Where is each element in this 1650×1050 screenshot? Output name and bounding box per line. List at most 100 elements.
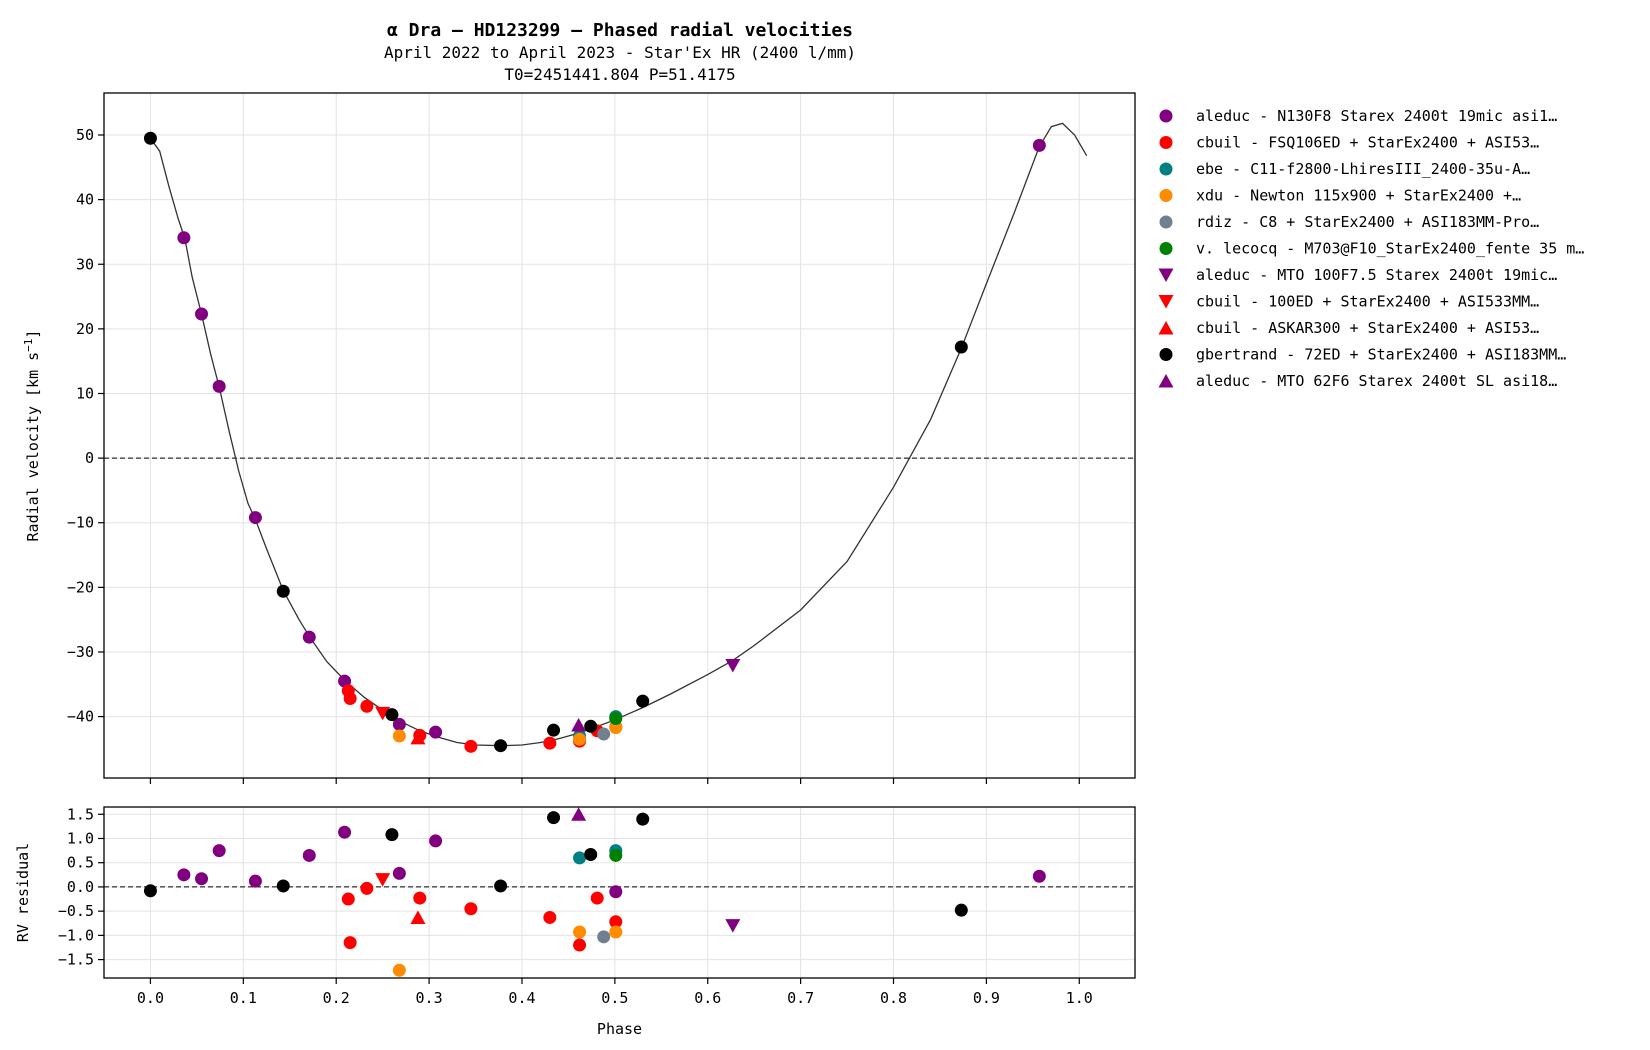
res-xtick-label: 1.0 xyxy=(1066,989,1093,1007)
res-ytick-label: −1.5 xyxy=(58,951,94,969)
res-xtick-label: 0.3 xyxy=(416,989,443,1007)
legend-entry: aleduc - MTO 62F6 Starex 2400t SL asi18… xyxy=(1158,372,1557,390)
main-data-point xyxy=(636,694,650,708)
residual-axes-frame xyxy=(103,806,1136,979)
legend-label: rdiz - C8 + StarEx2400 + ASI183MM-Pro… xyxy=(1196,213,1539,231)
res-data-point xyxy=(338,825,352,839)
residual-panel: −1.5 −1.0 −0.5 0.0 0.5 1.0 1.5 0.0 0.1 0.2 0.3 0.4… xyxy=(14,805,1136,1038)
res-data-point xyxy=(341,892,355,906)
res-series-5 xyxy=(609,848,623,862)
legend-label: aleduc - N130F8 Starex 2400t 19mic asi1… xyxy=(1196,107,1557,125)
main-ytick-label: −30 xyxy=(67,643,94,661)
res-series-3 xyxy=(392,925,623,977)
res-xtick-label: 0.7 xyxy=(787,989,814,1007)
legend-marker xyxy=(1159,348,1173,361)
res-data-point xyxy=(571,807,587,821)
legend-label: v. lecocq - M703@F10_StarEx2400_fente 35… xyxy=(1196,240,1584,258)
res-data-point xyxy=(276,879,290,893)
res-data-point xyxy=(597,930,611,944)
main-series-7 xyxy=(375,706,391,721)
res-data-point xyxy=(343,936,357,950)
res-xtick-label: 0.4 xyxy=(508,989,535,1007)
main-data-point xyxy=(385,708,399,722)
residual-y-ticks: −1.5 −1.0 −0.5 0.0 0.5 1.0 1.5 xyxy=(58,805,104,969)
res-data-point xyxy=(360,881,374,895)
x-axis-label: Phase xyxy=(597,1020,642,1038)
legend-marker xyxy=(1158,321,1174,335)
res-ytick-label: −0.5 xyxy=(58,902,94,920)
rv-grid xyxy=(104,93,1135,778)
legend-marker xyxy=(1159,109,1173,123)
main-series-4 xyxy=(597,727,611,741)
res-data-point xyxy=(573,925,587,939)
res-xtick-label: 0.1 xyxy=(230,989,257,1007)
res-data-point xyxy=(413,891,427,905)
main-data-point xyxy=(609,712,623,726)
legend-label: ebe - C11-f2800-LhiresIII_2400-35u-A… xyxy=(1196,160,1530,178)
rv-y-axis-label-main: Radial velocity [km s xyxy=(24,352,42,542)
res-xtick-label: 0.0 xyxy=(137,989,164,1007)
main-data-point xyxy=(360,699,374,713)
main-ytick-label: 40 xyxy=(76,191,94,209)
main-data-point xyxy=(429,725,443,739)
legend-label: cbuil - ASKAR300 + StarEx2400 + ASI53… xyxy=(1196,319,1539,337)
res-data-point xyxy=(573,938,587,952)
main-data-point xyxy=(725,659,741,673)
main-ytick-label: 30 xyxy=(76,255,94,273)
main-ytick-label: 50 xyxy=(76,126,94,144)
res-series-9 xyxy=(143,811,968,917)
main-data-point xyxy=(276,584,290,598)
legend-entry: cbuil - FSQ106ED + StarEx2400 + ASI53… xyxy=(1159,134,1539,152)
chart-title: α Dra – HD123299 – Phased radial velocit… xyxy=(387,20,853,41)
main-ytick-label: 20 xyxy=(76,320,94,338)
res-data-point xyxy=(725,919,741,933)
legend: aleduc - N130F8 Starex 2400t 19mic asi1…… xyxy=(1158,107,1584,390)
main-series-10 xyxy=(571,718,587,732)
res-series-1 xyxy=(341,881,623,952)
res-data-point xyxy=(573,851,587,865)
res-data-point xyxy=(494,879,508,893)
res-ytick-label: −1.0 xyxy=(58,926,94,944)
main-ytick-label: 0 xyxy=(85,449,94,467)
legend-label: gbertrand - 72ED + StarEx2400 + ASI183MM… xyxy=(1196,346,1566,364)
res-data-point xyxy=(143,884,157,898)
legend-marker xyxy=(1158,295,1174,309)
res-data-point xyxy=(212,844,226,858)
legend-label: cbuil - FSQ106ED + StarEx2400 + ASI53… xyxy=(1196,134,1539,152)
residual-data-points xyxy=(143,807,1046,977)
main-ytick-label: −20 xyxy=(67,578,94,596)
legend-entry: xdu - Newton 115x900 + StarEx2400 +… xyxy=(1159,187,1521,205)
residual-y-axis-label: RV residual xyxy=(14,843,32,942)
res-series-4 xyxy=(597,930,611,944)
main-data-point xyxy=(410,730,426,745)
res-series-8 xyxy=(410,910,426,924)
res-data-point xyxy=(609,848,623,862)
legend-label: aleduc - MTO 100F7.5 Starex 2400t 19mic… xyxy=(1196,266,1557,284)
main-data-point xyxy=(573,732,587,746)
main-data-point xyxy=(1032,138,1046,152)
main-data-point xyxy=(609,721,623,735)
res-data-point xyxy=(1032,869,1046,883)
res-data-point xyxy=(584,847,598,861)
res-data-point xyxy=(543,910,557,924)
res-data-point xyxy=(609,915,623,929)
main-data-point xyxy=(343,692,357,706)
main-series-8 xyxy=(410,730,426,745)
res-data-point xyxy=(392,963,406,977)
main-data-point xyxy=(954,340,968,354)
legend-marker xyxy=(1159,189,1173,202)
res-data-point xyxy=(429,834,443,848)
legend-marker xyxy=(1159,136,1173,149)
res-xtick-label: 0.8 xyxy=(880,989,907,1007)
legend-label: cbuil - 100ED + StarEx2400 + ASI533MM… xyxy=(1196,293,1539,311)
main-data-point xyxy=(547,723,561,737)
res-ytick-label: 1.0 xyxy=(67,829,94,847)
legend-entry: cbuil - ASKAR300 + StarEx2400 + ASI53… xyxy=(1158,319,1539,337)
main-data-point xyxy=(143,131,157,145)
rv-panel: −40 −30 −20 −10 0 10 20 30 40 50 Radial velocity … xyxy=(22,92,1136,784)
rv-axes-frame xyxy=(103,92,1136,779)
res-ytick-label: 0.5 xyxy=(67,854,94,872)
res-series-10 xyxy=(571,807,587,821)
res-xtick-label: 0.9 xyxy=(973,989,1000,1007)
